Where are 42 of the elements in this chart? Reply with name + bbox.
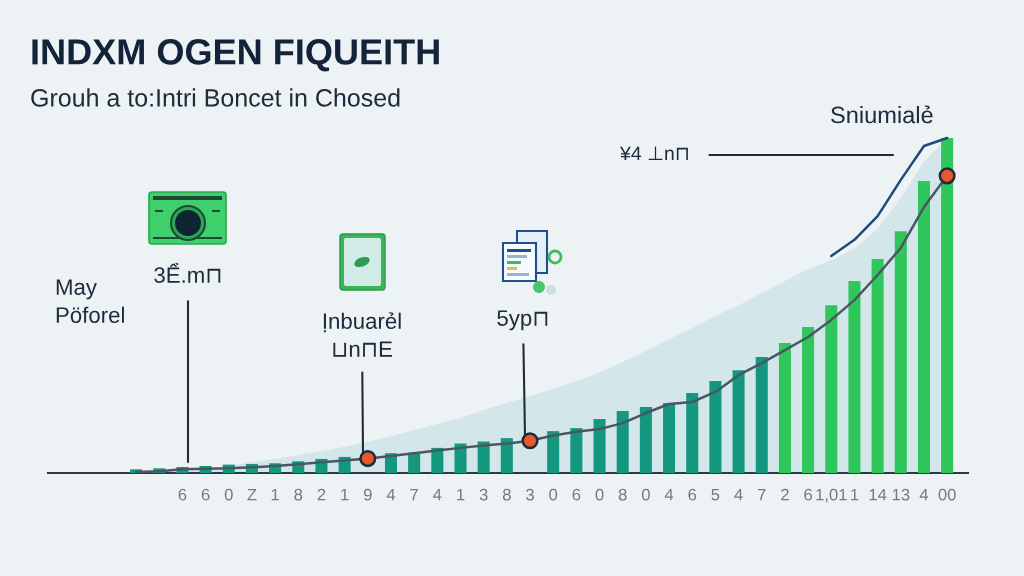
x-tick-label: 9 — [363, 488, 372, 501]
x-tick-label: 6 — [572, 488, 581, 501]
x-tick-label: 0 — [224, 488, 233, 501]
annotation: Ịnbuarẻl ⊔n⊓E — [323, 312, 401, 357]
x-tick-label: 1 — [457, 488, 465, 501]
x-tick-label: 6 — [178, 488, 187, 501]
x-tick-label: 5 — [711, 488, 720, 501]
x-tick-label: 6 — [201, 488, 210, 501]
x-tick-label: 7 — [757, 488, 766, 501]
x-tick-label: 1,01 — [816, 488, 847, 503]
x-tick-label: 1 — [851, 488, 859, 501]
x-tick-label: 2 — [317, 488, 326, 501]
x-tick-label: 0 — [549, 488, 558, 501]
x-tick-label: 4 — [664, 488, 674, 501]
x-tick-label: 0 — [641, 488, 650, 501]
x-tick-label: 1 — [341, 488, 349, 501]
x-tick-label: 3 — [526, 488, 534, 501]
x-tick-label: 6 — [688, 488, 697, 501]
text: Sniumialẻ — [831, 105, 933, 124]
x-tick-label: 8 — [502, 488, 511, 501]
annotation: ¥4 ⊥n⊓ — [619, 146, 688, 161]
x-tick-label: 1 — [271, 488, 279, 501]
x-tick-label: 4 — [919, 488, 929, 501]
chart-title: INDXM OGEN FIQUEITH — [32, 39, 439, 72]
x-tick-label: 6 — [804, 488, 812, 501]
x-tick-label: 13 — [892, 488, 910, 501]
x-tick-label: 7 — [410, 488, 418, 501]
x-tick-label: 4 — [433, 488, 442, 501]
text: May Pöforel — [56, 279, 124, 323]
x-tick-label: 00 — [938, 488, 956, 501]
annotation: 5yp⊓ — [497, 310, 548, 331]
x-tick-label: Z — [247, 488, 257, 501]
annotation: 3Ể.m⊓ — [154, 262, 221, 283]
x-tick-label: 4 — [734, 488, 743, 501]
x-tick-label: 14 — [869, 488, 887, 501]
chart-subtitle: Grouh a to:Intri Boncet in Chosed — [31, 88, 400, 107]
x-tick-label: 0 — [595, 488, 604, 501]
x-tick-label: 8 — [294, 488, 303, 501]
x-tick-label: 2 — [781, 488, 789, 501]
x-tick-label: 4 — [386, 488, 396, 501]
x-tick-label: 3 — [479, 488, 488, 501]
x-tick-label: 8 — [618, 488, 627, 501]
